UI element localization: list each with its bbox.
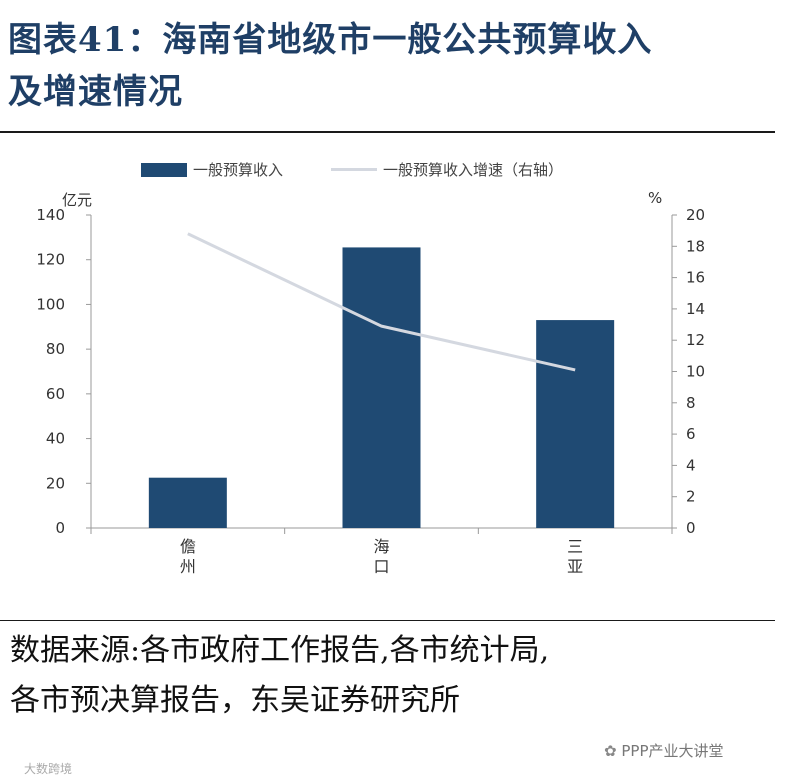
bar-2: [536, 320, 615, 528]
right-axis-tick-label-10: 20: [686, 206, 705, 224]
title-line-1: 图表41：海南省地级市一般公共预算收入: [8, 20, 653, 60]
left-axis-tick-label-3: 60: [46, 385, 65, 403]
chart-title: 图表41：海南省地级市一般公共预算收入 及增速情况: [8, 14, 788, 118]
right-axis-tick-label-6: 12: [686, 331, 705, 349]
left-axis-tick-label-1: 20: [46, 474, 65, 492]
left-axis-tick-label-5: 100: [36, 295, 65, 313]
right-axis-tick-label-7: 14: [686, 300, 705, 318]
chart-legend: 一般预算收入 一般预算收入增速（右轴）: [141, 159, 611, 180]
source-line-1: 数据来源:各市政府工作报告,各市统计局,: [10, 633, 550, 668]
right-axis-tick-label-8: 16: [686, 269, 705, 287]
right-axis-tick-label-5: 10: [686, 363, 705, 381]
right-axis-tick-label-0: 0: [686, 519, 696, 537]
right-axis-tick-label-9: 18: [686, 237, 705, 255]
legend-label-bar: 一般预算收入: [193, 161, 284, 179]
legend-swatch-bar: [141, 162, 187, 177]
legend-item-bar: 一般预算收入: [141, 159, 283, 180]
bar-0: [148, 477, 227, 528]
source-line-2: 各市预决算报告，东吴证券研究所: [10, 683, 460, 718]
left-axis-tick-label-0: 0: [55, 519, 65, 537]
watermark-left-text: 大数跨境: [24, 762, 73, 776]
legend-item-line: 一般预算收入增速（右轴）: [331, 159, 563, 180]
left-axis-tick-label-2: 40: [46, 430, 65, 448]
bar-1: [342, 247, 421, 529]
left-axis-tick-label-7: 140: [36, 206, 65, 224]
right-axis-tick-label-4: 8: [686, 394, 696, 412]
source-note: 数据来源:各市政府工作报告,各市统计局, 各市预决算报告，东吴证券研究所: [10, 626, 790, 726]
watermark-right-text: PPP产业大讲堂: [621, 742, 724, 760]
wechat-icon: ✿: [604, 742, 617, 760]
right-axis-tick-label-2: 4: [686, 456, 696, 474]
x-tick-label-2-0: 三: [567, 537, 583, 556]
left-axis-tick-label-6: 120: [36, 251, 65, 269]
chart-plot: 0 20 40 60 80 100 120 140 0 2 4 6 8 10 12 14 16 18 20 儋州 海口 三…: [36, 206, 705, 576]
title-line-2: 及增速情况: [8, 72, 183, 112]
bottom-divider: [0, 620, 775, 621]
legend-label-line: 一般预算收入增速（右轴）: [383, 161, 564, 179]
left-axis-tick-label-4: 80: [46, 340, 65, 358]
x-tick-label-0-1: 州: [180, 557, 196, 576]
right-axis-tick-label-1: 2: [686, 488, 696, 506]
legend-swatch-line: [331, 168, 378, 171]
x-tick-label-0-0: 儋: [180, 537, 196, 556]
right-axis-tick-label-3: 6: [686, 425, 696, 443]
watermark-right: ✿ PPP产业大讲堂: [604, 740, 724, 761]
x-tick-label-1-1: 口: [373, 557, 389, 576]
watermark-left: 大数跨境: [24, 760, 72, 777]
x-tick-label-2-1: 亚: [567, 557, 583, 576]
x-tick-label-1-0: 海: [373, 537, 389, 556]
left-axis-unit: 亿元: [62, 191, 93, 209]
top-divider: [0, 131, 775, 133]
right-axis-unit: %: [648, 189, 663, 207]
